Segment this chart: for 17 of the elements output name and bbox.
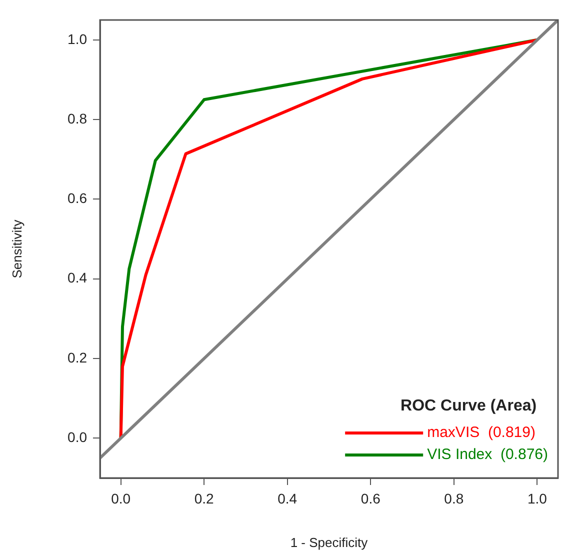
x-tick-label: 0.2 xyxy=(194,490,214,506)
x-tick-label: 0.0 xyxy=(111,490,131,506)
text: maxVIS (0.819) xyxy=(427,424,536,442)
x-tick-label: 0.4 xyxy=(278,490,298,506)
y-tick-label: 0.6 xyxy=(68,190,88,206)
y-tick-label: 0.0 xyxy=(68,429,88,446)
y-tick-label: 0.4 xyxy=(68,270,88,286)
y-axis-title: Sensitivity xyxy=(9,219,24,278)
x-tick-label: 1.0 xyxy=(527,490,548,506)
x-tick-label: 0.6 xyxy=(360,490,381,506)
x-axis-title: 1 - Specificity xyxy=(290,534,368,550)
y-tick-label: 0.2 xyxy=(68,349,88,366)
x-tick-label: 0.8 xyxy=(444,490,464,506)
legend-title: ROC Curve (Area) xyxy=(400,397,537,414)
y-tick-label: 0.8 xyxy=(68,110,88,126)
y-tick-label: 1.0 xyxy=(68,30,88,47)
text: VIS Index (0.876) xyxy=(427,446,548,464)
